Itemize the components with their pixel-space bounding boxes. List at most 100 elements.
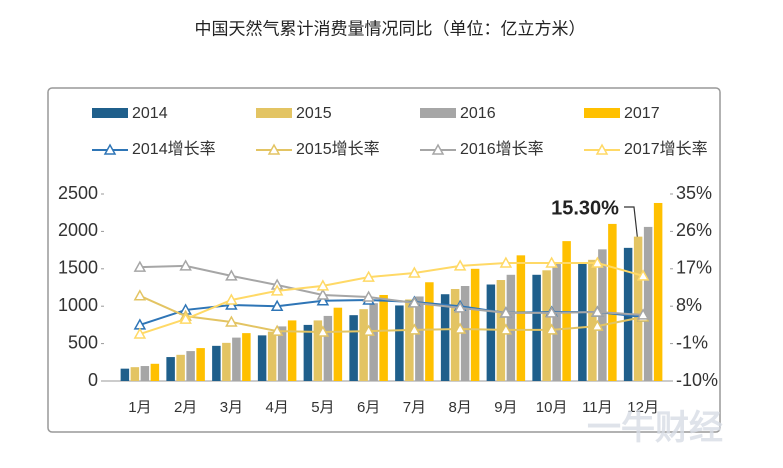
growth-marker — [591, 256, 604, 268]
y-tick-label: 2500 — [58, 183, 98, 203]
bar — [267, 331, 277, 381]
x-tick-label: 4月 — [265, 399, 288, 416]
growth-marker — [362, 290, 375, 302]
legend-label: 2015 — [296, 105, 332, 122]
bar — [653, 202, 663, 381]
x-tick-label: 7月 — [403, 399, 426, 416]
bar — [287, 320, 297, 381]
legend-label: 2014 — [132, 105, 168, 122]
y-tick-label: 1000 — [58, 295, 98, 315]
x-tick-label: 2月 — [174, 399, 197, 416]
x-tick-label: 9月 — [494, 399, 517, 416]
watermark: 一牛财经 — [587, 409, 723, 447]
y2-tick-label: -10% — [676, 370, 718, 390]
growth-marker — [545, 306, 558, 318]
bar — [303, 324, 313, 381]
y2-tick-label: -1% — [676, 332, 708, 352]
bar — [450, 288, 460, 381]
growth-marker — [453, 259, 467, 271]
legend-marker — [267, 143, 281, 155]
legend-label: 2015增长率 — [296, 140, 380, 158]
growth-marker — [545, 323, 558, 335]
bar — [222, 342, 231, 381]
y2-tick-label: 35% — [676, 183, 712, 203]
bar — [359, 309, 368, 381]
chart-frame — [47, 87, 721, 433]
growth-marker — [225, 269, 238, 281]
bar — [633, 236, 643, 381]
bar — [323, 315, 333, 381]
growth-marker — [270, 284, 284, 296]
growth-marker — [545, 256, 558, 268]
bar — [516, 255, 526, 381]
growth-marker — [636, 308, 650, 320]
bar — [440, 294, 450, 381]
growth-marker — [453, 322, 467, 334]
bar — [369, 303, 378, 381]
legend-swatch — [420, 108, 456, 118]
bar — [643, 226, 653, 381]
growth-marker — [133, 327, 147, 339]
growth-marker — [133, 260, 147, 272]
bar — [542, 270, 551, 381]
growth-marker — [362, 324, 375, 336]
growth-marker — [225, 293, 238, 305]
y2-tick-label: 26% — [676, 220, 712, 240]
bar — [405, 299, 414, 381]
bar — [395, 305, 404, 381]
y2-tick-label: 17% — [676, 258, 712, 278]
growth-marker — [591, 305, 604, 317]
bar — [415, 296, 424, 381]
bar — [349, 315, 358, 381]
bar — [120, 368, 130, 381]
growth-marker — [591, 319, 604, 331]
bar — [150, 363, 160, 381]
legend-label: 2017 — [624, 105, 660, 122]
bar — [532, 274, 541, 381]
x-tick-label: 12月 — [627, 399, 659, 416]
growth-marker — [316, 294, 330, 306]
x-tick-label: 5月 — [311, 399, 334, 416]
y-tick-label: 2000 — [58, 220, 98, 240]
legend-swatch — [256, 108, 292, 118]
growth-marker — [499, 323, 513, 335]
x-tick-label: 10月 — [536, 399, 568, 416]
growth-marker — [316, 288, 330, 300]
growth-marker — [225, 315, 238, 327]
growth-marker — [316, 279, 330, 291]
growth-marker — [408, 296, 421, 308]
bar — [140, 366, 150, 381]
bar — [333, 307, 343, 381]
bar — [379, 294, 388, 381]
growth-marker — [499, 256, 513, 268]
bar — [277, 326, 287, 381]
growth-marker — [499, 306, 513, 318]
growth-marker — [408, 323, 421, 335]
bar — [608, 223, 617, 381]
bar — [196, 348, 205, 381]
growth-marker — [316, 325, 330, 337]
growth-marker — [453, 301, 467, 313]
growth-marker — [270, 299, 284, 311]
bar — [506, 274, 516, 381]
growth-marker — [408, 266, 421, 278]
x-tick-label: 3月 — [220, 399, 243, 416]
legend-marker — [595, 143, 609, 155]
chart-title: 中国天然气累计消费量情况同比（单位：亿立方米） — [195, 19, 586, 38]
y-tick-label: 0 — [88, 370, 98, 390]
growth-marker — [270, 324, 284, 336]
growth-line — [139, 264, 644, 316]
growth-marker — [179, 312, 192, 324]
bar — [166, 357, 175, 381]
growth-line — [139, 294, 644, 333]
legend-swatch — [584, 108, 620, 118]
legend-label: 2014增长率 — [132, 140, 216, 158]
bar — [588, 259, 597, 381]
x-tick-label: 6月 — [357, 399, 380, 416]
bar — [470, 268, 480, 381]
bar — [313, 320, 323, 381]
growth-line — [139, 261, 644, 335]
legend-marker — [103, 143, 117, 155]
legend-swatch — [92, 108, 128, 118]
y-tick-label: 500 — [68, 332, 98, 352]
